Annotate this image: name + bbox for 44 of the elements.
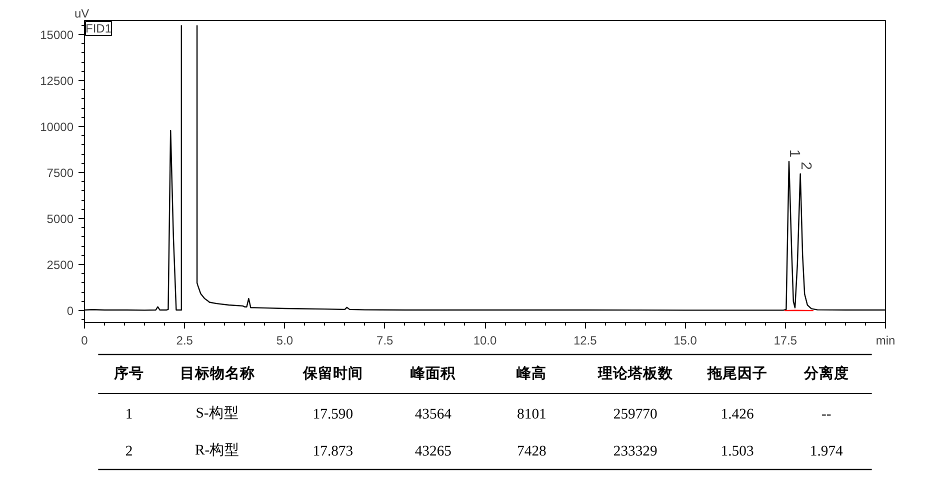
- x-tick-label: 2.5: [176, 334, 194, 348]
- text: 1.503: [720, 444, 754, 460]
- y-tick-label: 2500: [46, 258, 74, 272]
- text: 1: [125, 406, 133, 422]
- text: 17.873: [312, 444, 354, 460]
- text: 1.426: [720, 406, 754, 422]
- y-tick-label: 12500: [40, 74, 74, 88]
- text: S-构型: [196, 404, 239, 422]
- text: 43265: [414, 444, 452, 460]
- x-tick-label: 5.0: [276, 334, 294, 348]
- text: 保留时间: [302, 365, 363, 382]
- text: 2: [125, 444, 133, 460]
- x-tick-label: 10.0: [473, 334, 498, 348]
- text: 目标物名称: [180, 365, 255, 382]
- annotation: 2: [797, 162, 814, 170]
- text: 序号: [113, 364, 144, 382]
- text: --: [822, 406, 832, 422]
- text: 7428: [517, 444, 546, 460]
- text: R-构型: [194, 442, 240, 458]
- x-tick-label: 7.5: [376, 334, 394, 348]
- text: 1.974: [810, 444, 844, 460]
- text: 8101: [517, 406, 546, 422]
- text: 峰面积: [410, 365, 457, 382]
- text: 17.590: [312, 406, 354, 422]
- x-tick-label: min: [876, 334, 896, 348]
- y-tick-label: 0: [66, 304, 74, 318]
- y-tick-label: 10000: [40, 120, 74, 134]
- annotation: FID1: [86, 22, 112, 36]
- x-tick-label: 12.5: [573, 334, 598, 348]
- text: 理论塔板数: [596, 365, 674, 382]
- text: 拖尾因子: [706, 365, 768, 382]
- text: 峰高: [516, 364, 547, 382]
- text: 259770: [613, 406, 658, 422]
- text: 233329: [613, 444, 658, 460]
- text: 43564: [414, 406, 452, 422]
- x-tick-label: 17.5: [774, 334, 798, 348]
- x-tick-label: 15.0: [674, 334, 698, 348]
- y-tick-label: 7500: [46, 166, 74, 180]
- y-tick-label: 5000: [46, 212, 74, 226]
- y-axis-title: uV: [74, 6, 90, 20]
- text: 分离度: [802, 364, 849, 382]
- annotation: 1: [786, 149, 802, 158]
- x-tick-label: 0: [81, 334, 88, 348]
- y-tick-label: 15000: [40, 28, 74, 42]
